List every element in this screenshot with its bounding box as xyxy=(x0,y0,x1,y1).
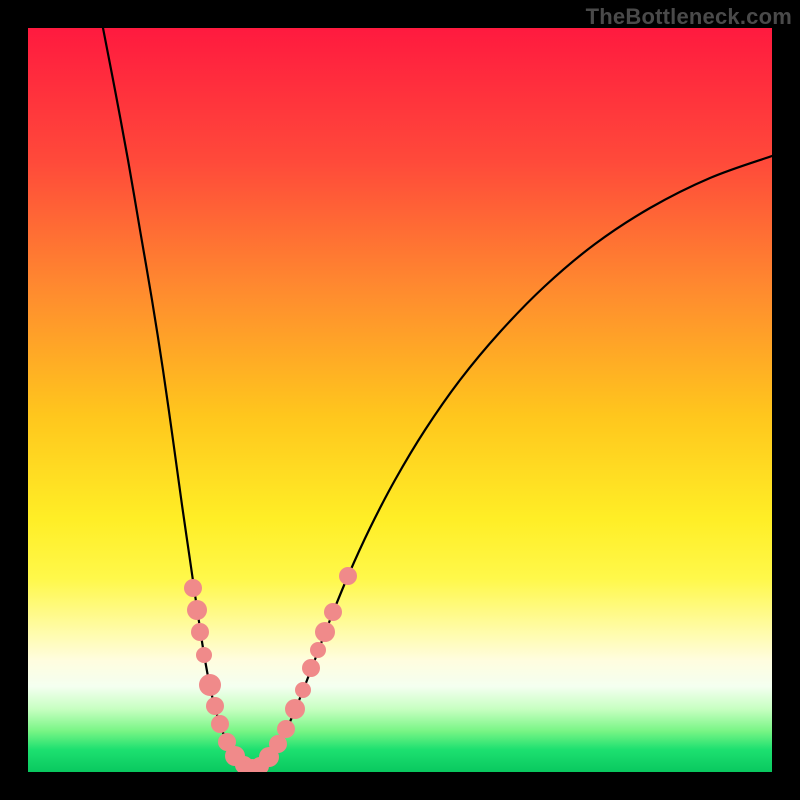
data-point xyxy=(339,567,357,585)
chart-container: TheBottleneck.com xyxy=(0,0,800,800)
data-point xyxy=(191,623,209,641)
data-point xyxy=(206,697,224,715)
data-point xyxy=(302,659,320,677)
data-point xyxy=(310,642,326,658)
bottleneck-chart xyxy=(0,0,800,800)
data-point xyxy=(184,579,202,597)
data-point xyxy=(199,674,221,696)
data-point xyxy=(295,682,311,698)
chart-gradient-background xyxy=(28,28,772,772)
data-point xyxy=(187,600,207,620)
data-point xyxy=(324,603,342,621)
watermark-text: TheBottleneck.com xyxy=(586,4,792,30)
data-point xyxy=(285,699,305,719)
data-point xyxy=(277,720,295,738)
data-point xyxy=(315,622,335,642)
data-point xyxy=(196,647,212,663)
data-point xyxy=(211,715,229,733)
